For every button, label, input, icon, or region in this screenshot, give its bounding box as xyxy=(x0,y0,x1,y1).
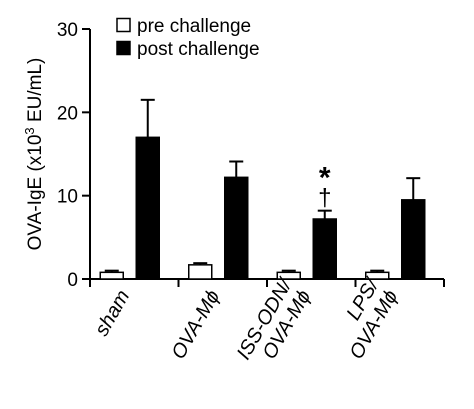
labels: OVA-IgE (x103 EU/mL) †* sham OVA-Mϕ ISS-ODN/… xyxy=(22,58,403,364)
category-label: OVA-Mϕ xyxy=(167,287,224,363)
category-label: sham xyxy=(91,287,135,340)
bar-post xyxy=(224,176,249,280)
y-tick-label: 10 xyxy=(57,187,78,208)
y-tick-label: 30 xyxy=(57,20,78,41)
bar-pre xyxy=(188,264,213,280)
bar-post xyxy=(135,136,160,280)
category-label: LPS/OVA-Mϕ xyxy=(343,273,403,363)
category-label-line: sham xyxy=(91,287,135,340)
legend-label-post: post challenge xyxy=(137,39,260,60)
legend-swatch-pre xyxy=(116,17,131,33)
axes: 0 10 20 30 xyxy=(57,20,445,291)
bar-pre xyxy=(365,271,390,280)
bar-pre xyxy=(99,271,124,280)
legend-swatch-post xyxy=(116,40,131,56)
bar-post xyxy=(312,218,337,280)
significance-star: * xyxy=(319,162,331,195)
y-tick-label: 20 xyxy=(57,103,78,124)
legend-label-pre: pre challenge xyxy=(137,16,251,37)
y-tick-label: 0 xyxy=(67,270,78,291)
y-axis-label: OVA-IgE (x103 EU/mL) xyxy=(22,58,46,251)
category-label: ISS-ODN/OVA-Mϕ xyxy=(233,273,316,363)
bar-post xyxy=(401,199,426,280)
category-label-line: OVA-Mϕ xyxy=(167,287,224,363)
significance-dagger: † xyxy=(318,185,331,212)
bars xyxy=(99,98,426,280)
